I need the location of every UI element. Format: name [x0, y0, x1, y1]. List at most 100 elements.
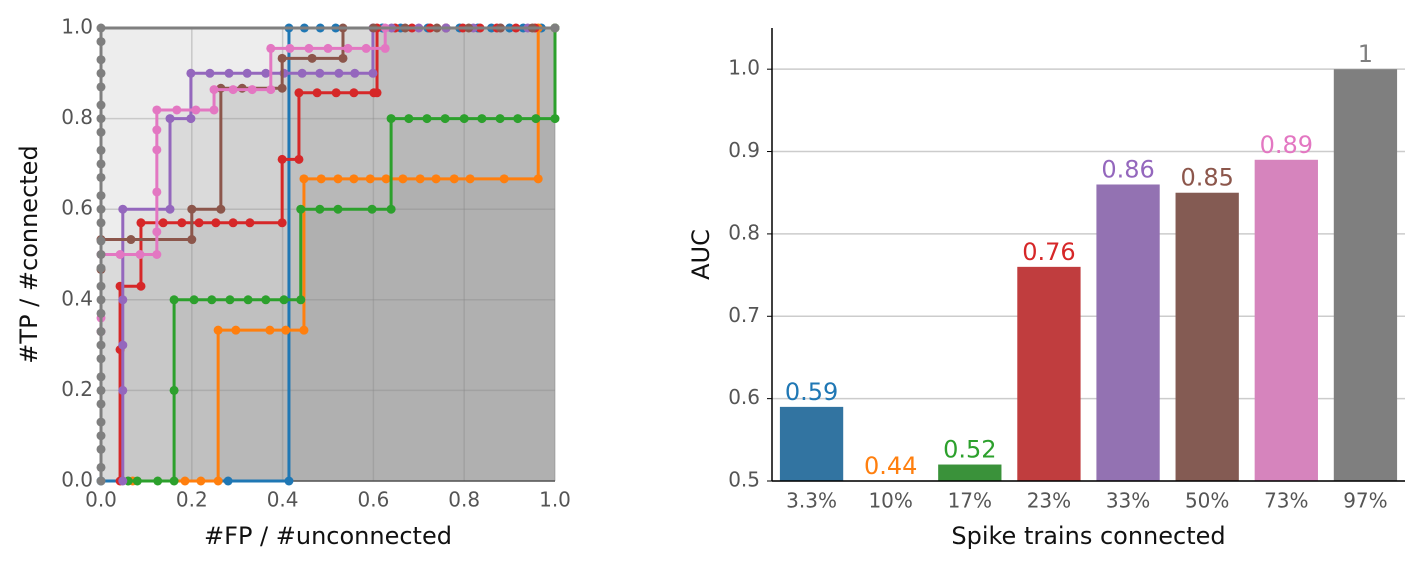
roc-point — [186, 68, 196, 78]
value-label: 0.44 — [864, 452, 917, 480]
roc-point — [386, 114, 396, 124]
roc-point — [96, 462, 106, 472]
y-tick-label: 0.2 — [61, 377, 93, 401]
bar — [1254, 159, 1318, 481]
roc-point — [196, 476, 206, 486]
roc-point — [440, 114, 450, 124]
roc-point — [96, 82, 106, 92]
roc-point — [213, 325, 223, 335]
y-axis-label: AUC — [687, 229, 715, 280]
roc-point — [96, 295, 106, 305]
roc-line — [132, 26, 555, 483]
roc-point — [158, 218, 168, 228]
roc-point — [294, 154, 304, 164]
roc-point — [338, 53, 348, 63]
roc-point — [372, 88, 382, 98]
roc-point — [132, 476, 142, 486]
roc-point — [96, 340, 106, 350]
roc-point — [172, 105, 182, 115]
roc-point — [380, 43, 390, 53]
roc-point — [152, 187, 162, 197]
roc-point — [261, 68, 271, 78]
roc-point — [415, 174, 425, 184]
roc-point — [96, 327, 106, 337]
roc-point — [96, 281, 106, 291]
roc-point — [228, 85, 238, 95]
roc-point — [247, 85, 257, 95]
roc-point — [277, 83, 287, 93]
roc-area — [101, 28, 555, 481]
roc-point — [96, 145, 106, 155]
roc-point — [277, 53, 287, 63]
y-tick-label: 0.0 — [61, 468, 93, 492]
value-label: 0.59 — [785, 378, 838, 406]
roc-point — [265, 325, 275, 335]
roc-point — [459, 114, 469, 124]
y-tick-label: 0.9 — [728, 138, 760, 162]
roc-area — [101, 28, 555, 481]
roc-point — [153, 476, 163, 486]
bar — [1096, 184, 1160, 481]
roc-point — [223, 476, 233, 486]
roc-point — [136, 218, 146, 228]
roc-point — [431, 174, 441, 184]
roc-point — [349, 174, 359, 184]
roc-point — [126, 235, 136, 245]
roc-point — [96, 191, 106, 201]
roc-point — [96, 250, 106, 259]
roc-point — [299, 325, 309, 335]
roc-point — [169, 476, 179, 486]
roc-point — [296, 295, 306, 305]
roc-point — [96, 55, 106, 65]
roc-point — [96, 68, 106, 78]
roc-point — [209, 85, 219, 95]
roc-point — [96, 159, 106, 169]
roc-point — [404, 114, 414, 124]
x-tick-label: 97% — [1343, 489, 1387, 513]
roc-point — [186, 114, 196, 124]
roc-point — [207, 295, 217, 305]
roc-point — [96, 172, 106, 182]
roc-point — [152, 125, 162, 135]
roc-point — [136, 281, 146, 291]
roc-point — [118, 340, 128, 350]
value-label: 1 — [1358, 40, 1373, 68]
value-label: 0.86 — [1101, 155, 1154, 183]
roc-point — [96, 204, 106, 214]
roc-point — [361, 43, 371, 53]
bars — [779, 69, 1398, 481]
bar — [1175, 192, 1239, 481]
roc-point — [349, 88, 359, 98]
roc-point — [495, 114, 505, 124]
value-label: 0.85 — [1180, 164, 1233, 192]
roc-point — [277, 218, 287, 228]
y-tick-label: 0.7 — [728, 303, 760, 327]
roc-point — [96, 372, 106, 382]
roc-point — [365, 174, 375, 184]
roc-point — [316, 174, 326, 184]
roc-point — [118, 476, 128, 486]
x-tick-label: 23% — [1027, 489, 1071, 513]
roc-point — [118, 385, 128, 395]
roc-point — [266, 43, 276, 53]
roc-point — [96, 354, 106, 364]
roc-point — [96, 476, 106, 486]
roc-point — [96, 100, 106, 110]
y-tick-label: 0.6 — [728, 385, 760, 409]
roc-point — [367, 204, 377, 214]
roc-point — [96, 417, 106, 427]
x-tick-label: 1.0 — [539, 488, 571, 512]
roc-point — [152, 227, 162, 237]
roc-point — [307, 53, 317, 63]
roc-point — [169, 385, 179, 395]
roc-point — [189, 295, 199, 305]
roc-point — [315, 68, 325, 78]
value-label: 0.52 — [943, 436, 996, 464]
bar — [1333, 69, 1398, 481]
roc-point — [96, 308, 106, 318]
bar — [779, 406, 844, 481]
roc-area — [128, 28, 556, 481]
roc-point — [187, 204, 197, 214]
roc-point — [277, 154, 287, 164]
roc-point — [224, 68, 234, 78]
